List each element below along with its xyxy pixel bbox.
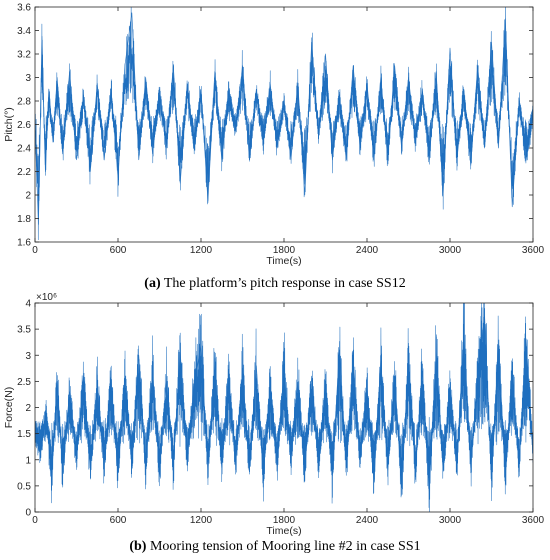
y-tick-label: 3.4: [17, 26, 31, 37]
caption-tag: (a): [144, 276, 161, 291]
x-tick-label: 1800: [273, 515, 296, 526]
figure-caption: (a) The platform’s pitch response in cas…: [144, 276, 405, 291]
chart-panel-b: 0 600 1200 1800 2400 3000 3600 0 0.5 1 1.5 2 2.5 3 3.5…: [3, 292, 545, 554]
y-tick-label: 3: [25, 73, 31, 84]
y-tick-label: 2.6: [17, 120, 31, 131]
x-tick-label: 1200: [190, 245, 213, 256]
y-axis-label: Pitch(°): [3, 107, 15, 142]
x-tick-label: 2400: [356, 515, 379, 526]
plot-frame: [34, 6, 534, 243]
series-envelope: [35, 12, 533, 225]
y-tick-label: 1: [25, 455, 31, 466]
x-tick-label: 1800: [273, 245, 296, 256]
y-tick-label: 1.5: [17, 429, 31, 440]
y-tick-label: 2: [25, 403, 31, 414]
y-axis-label: Force(N): [3, 387, 15, 428]
caption-tag: (b): [129, 539, 146, 554]
series-line: [35, 7, 533, 241]
x-tick-label: 1200: [190, 515, 213, 526]
x-tick-label: 3000: [439, 515, 462, 526]
x-axis-label: Time(s): [266, 255, 301, 267]
x-tick-label: 600: [110, 245, 127, 256]
chart-panel-a: 0 600 1200 1800 2400 3000 3600 1.6 1.8 2 2.2 2.4 2.6…: [3, 3, 545, 292]
y-tick-label: 0.5: [17, 481, 31, 492]
x-tick-label: 3600: [522, 515, 545, 526]
y-tick-label: 2.2: [17, 167, 31, 178]
caption-text: The platform’s pitch response in case SS…: [161, 276, 406, 291]
y-tick-label: 4: [25, 299, 31, 310]
y-tick-label: 1.8: [17, 214, 31, 225]
series-envelope: [35, 315, 533, 492]
x-tick-label: 3000: [439, 245, 462, 256]
x-tick-label: 3600: [522, 245, 545, 256]
figure-caption: (b) Mooring tension of Mooring line #2 i…: [129, 539, 420, 554]
series-line: [35, 303, 533, 512]
y-tick-label: 3: [25, 351, 31, 362]
y-tick-label: 2.8: [17, 97, 31, 108]
y-tick-label: 1.6: [17, 238, 31, 249]
x-tick-label: 0: [32, 515, 38, 526]
y-tick-label: 0: [25, 508, 31, 519]
x-tick-label: 2400: [356, 245, 379, 256]
y-tick-label: 3.5: [17, 325, 31, 336]
x-tick-label: 0: [32, 245, 38, 256]
y-tick-label: 3.6: [17, 3, 31, 14]
x-tick-label: 600: [110, 515, 127, 526]
y-scale-label: ×10⁶: [36, 292, 57, 303]
y-tick-label: 2.4: [17, 144, 31, 155]
y-tick-label: 2: [25, 191, 31, 202]
y-tick-label: 3.2: [17, 50, 31, 61]
x-axis-label: Time(s): [266, 525, 301, 537]
y-tick-label: 2.5: [17, 377, 31, 388]
caption-text: Mooring tension of Mooring line #2 in ca…: [146, 539, 420, 554]
